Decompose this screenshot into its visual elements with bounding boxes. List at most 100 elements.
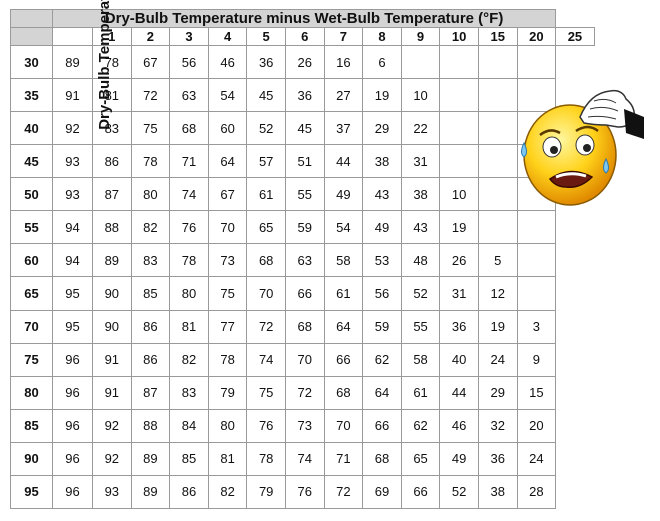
humidity-cell: 74 xyxy=(284,441,325,476)
humidity-table-container: Dry-Bulb Temperature minus Wet-Bulb Temp… xyxy=(10,0,595,510)
humidity-cell: 44 xyxy=(323,144,364,179)
humidity-cell: 63 xyxy=(284,243,325,278)
humidity-cell xyxy=(477,210,518,245)
humidity-cell: 58 xyxy=(323,243,364,278)
column-header: 25 xyxy=(555,27,595,46)
title-row: Dry-Bulb Temperature minus Wet-Bulb Temp… xyxy=(10,9,595,28)
humidity-cell: 73 xyxy=(207,243,248,278)
humidity-cell xyxy=(516,78,557,113)
humidity-cell: 55 xyxy=(400,309,441,344)
humidity-cell: 96 xyxy=(52,474,93,510)
humidity-cell: 92 xyxy=(52,111,93,146)
humidity-cell: 77 xyxy=(207,309,248,344)
humidity-cell: 83 xyxy=(130,243,171,278)
humidity-cell: 90 xyxy=(92,309,132,344)
humidity-cell xyxy=(439,144,479,179)
humidity-cell: 78 xyxy=(207,342,248,377)
column-header: 9 xyxy=(400,27,441,46)
humidity-cell: 31 xyxy=(400,144,441,179)
humidity-cell: 56 xyxy=(169,44,209,80)
column-header: 15 xyxy=(477,27,518,46)
humidity-cell: 80 xyxy=(130,177,171,212)
humidity-cell: 79 xyxy=(246,474,286,510)
humidity-cell: 65 xyxy=(246,210,286,245)
humidity-cell: 93 xyxy=(92,474,132,510)
column-header: 20 xyxy=(516,27,557,46)
humidity-cell: 72 xyxy=(246,309,286,344)
table-row: 75 96 91 86 82 78 74 70 66 62 58 40 24 9 xyxy=(10,342,595,377)
row-header: 75 xyxy=(10,342,53,377)
humidity-cell: 88 xyxy=(130,408,171,443)
humidity-cell: 89 xyxy=(52,44,93,80)
humidity-cell: 94 xyxy=(52,210,93,245)
corner-cell xyxy=(10,9,53,28)
humidity-cell: 85 xyxy=(130,276,171,311)
humidity-cell: 70 xyxy=(246,276,286,311)
humidity-cell: 96 xyxy=(52,441,93,476)
humidity-cell: 49 xyxy=(323,177,364,212)
column-axis-title: Dry-Bulb Temperature minus Wet-Bulb Temp… xyxy=(51,9,557,28)
humidity-cell: 71 xyxy=(169,144,209,179)
humidity-cell: 54 xyxy=(323,210,364,245)
humidity-cell xyxy=(477,44,518,80)
column-header: 8 xyxy=(362,27,402,46)
humidity-cell: 52 xyxy=(400,276,441,311)
humidity-cell: 76 xyxy=(284,474,325,510)
humidity-cell: 75 xyxy=(130,111,171,146)
humidity-cell: 36 xyxy=(246,44,286,80)
column-header: 4 xyxy=(207,27,248,46)
humidity-cell: 79 xyxy=(207,375,248,410)
humidity-cell: 68 xyxy=(362,441,402,476)
humidity-cell: 76 xyxy=(169,210,209,245)
humidity-cell: 64 xyxy=(323,309,364,344)
humidity-cell: 38 xyxy=(477,474,518,510)
humidity-cell: 94 xyxy=(52,243,93,278)
humidity-cell: 49 xyxy=(439,441,479,476)
row-header: 80 xyxy=(10,375,53,410)
table-row: 90 96 92 89 85 81 78 74 71 68 65 49 36 24 xyxy=(10,441,595,476)
row-axis-title-cell: Dry-Bulb Temperature (°F) xyxy=(10,0,113,130)
humidity-cell: 72 xyxy=(323,474,364,510)
row-header: 55 xyxy=(10,210,53,245)
column-header: 10 xyxy=(439,27,479,46)
humidity-cell: 52 xyxy=(439,474,479,510)
humidity-cell: 49 xyxy=(362,210,402,245)
row-header: 95 xyxy=(10,474,53,510)
table-row: 65 95 90 85 80 75 70 66 61 56 52 31 12 xyxy=(10,276,595,311)
humidity-cell: 62 xyxy=(400,408,441,443)
humidity-cell: 38 xyxy=(400,177,441,212)
humidity-cell: 72 xyxy=(130,78,171,113)
humidity-cell: 5 xyxy=(477,243,518,278)
row-label-header-cell xyxy=(52,27,93,46)
column-header-row: Dry-Bulb Temperature (°F) 1 2 3 4 5 6 7 8 9 10 15 2… xyxy=(10,0,595,130)
humidity-cell: 83 xyxy=(169,375,209,410)
humidity-cell: 15 xyxy=(516,375,557,410)
column-header: 6 xyxy=(284,27,325,46)
humidity-cell xyxy=(477,78,518,113)
table-row: 60 94 89 83 78 73 68 63 58 53 48 26 5 xyxy=(10,243,595,278)
humidity-cell: 58 xyxy=(400,342,441,377)
humidity-cell: 55 xyxy=(284,177,325,212)
humidity-cell: 75 xyxy=(246,375,286,410)
humidity-cell: 6 xyxy=(362,44,402,80)
humidity-cell xyxy=(439,44,479,80)
column-header: 7 xyxy=(323,27,364,46)
humidity-cell xyxy=(439,78,479,113)
humidity-cell: 92 xyxy=(92,441,132,476)
humidity-cell: 31 xyxy=(439,276,479,311)
row-header: 70 xyxy=(10,309,53,344)
sweating-face-icon xyxy=(521,89,644,206)
humidity-cell: 36 xyxy=(477,441,518,476)
humidity-cell: 57 xyxy=(246,144,286,179)
humidity-cell: 69 xyxy=(362,474,402,510)
humidity-cell: 46 xyxy=(439,408,479,443)
table-row: 70 95 90 86 81 77 72 68 64 59 55 36 19 3 xyxy=(10,309,595,344)
humidity-cell: 82 xyxy=(207,474,248,510)
table-row: 80 96 91 87 83 79 75 72 68 64 61 44 29 15 xyxy=(10,375,595,410)
row-header: 40 xyxy=(10,111,53,146)
humidity-cell: 61 xyxy=(400,375,441,410)
humidity-cell: 29 xyxy=(362,111,402,146)
humidity-cell: 81 xyxy=(169,309,209,344)
humidity-cell: 19 xyxy=(439,210,479,245)
humidity-cell: 78 xyxy=(246,441,286,476)
